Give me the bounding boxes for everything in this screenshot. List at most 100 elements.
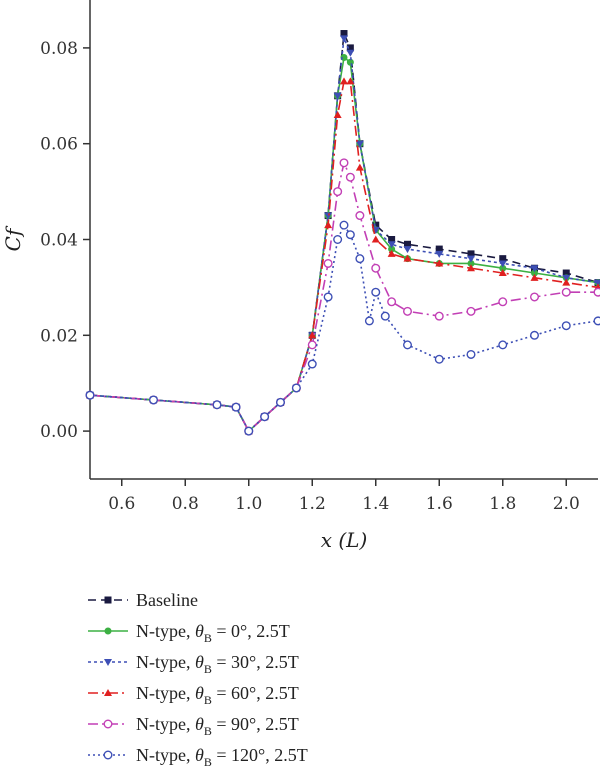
legend-item: Baseline xyxy=(88,590,198,610)
data-point xyxy=(85,390,95,400)
series-5 xyxy=(85,220,600,436)
data-point xyxy=(307,359,317,369)
data-point xyxy=(435,245,443,253)
y-tick-label: 0.04 xyxy=(40,231,78,251)
data-point xyxy=(593,287,600,297)
data-point xyxy=(561,287,571,297)
y-tick-label: 0.02 xyxy=(40,326,78,346)
data-point xyxy=(308,331,317,339)
data-point xyxy=(387,241,396,249)
data-point xyxy=(364,316,374,326)
data-point xyxy=(531,269,538,277)
data-point xyxy=(530,265,539,273)
axes-layer: 0.6 0.8 1.0 1.2 1.4 1.6 1.8 2.0 0.00 0.02 0.04 0.06… xyxy=(40,0,598,514)
data-point xyxy=(562,278,571,286)
legend-label-suffix: = 120°, 2.5T xyxy=(212,745,308,765)
data-point xyxy=(355,211,365,221)
data-point xyxy=(355,254,365,264)
data-point xyxy=(212,400,222,410)
data-point xyxy=(333,234,343,244)
data-point xyxy=(324,221,333,229)
data-point xyxy=(244,426,254,436)
data-point xyxy=(323,292,333,302)
legend-swatch-marker xyxy=(104,627,112,635)
data-point xyxy=(333,187,343,197)
data-point xyxy=(562,274,571,282)
series-layer xyxy=(85,30,600,436)
legend-label: N-type, θB = 90°, 2.5T xyxy=(136,714,299,738)
y-tick-label: 0.00 xyxy=(40,422,78,442)
legend-theta-subscript: B xyxy=(204,693,212,707)
data-point xyxy=(467,264,475,272)
data-point xyxy=(498,297,508,307)
legend-swatch-marker xyxy=(104,659,112,666)
data-point xyxy=(466,306,476,316)
series-line xyxy=(89,224,599,432)
data-point xyxy=(231,402,241,412)
legend-label-suffix: = 30°, 2.5T xyxy=(212,652,299,672)
data-point xyxy=(346,77,355,85)
data-point xyxy=(530,273,539,281)
data-point xyxy=(340,77,348,85)
legend-label-prefix: N-type, xyxy=(136,652,195,672)
legend-label-suffix: = 0°, 2.5T xyxy=(212,621,290,641)
data-point xyxy=(340,30,348,38)
data-point xyxy=(499,264,507,272)
x-tick-label: 1.8 xyxy=(489,494,516,514)
data-point xyxy=(340,35,348,43)
legend-label-prefix: N-type, xyxy=(136,714,195,734)
x-tick-label: 0.6 xyxy=(108,494,135,514)
data-point xyxy=(530,292,540,302)
data-point xyxy=(291,383,301,393)
x-tick-label: 0.8 xyxy=(172,494,199,514)
legend-theta-subscript: B xyxy=(204,631,212,645)
data-point xyxy=(466,349,476,359)
data-point xyxy=(434,311,444,321)
y-tick-label: 0.08 xyxy=(40,39,78,59)
data-point xyxy=(403,340,413,350)
data-point xyxy=(276,397,286,407)
legend-label-suffix: Baseline xyxy=(136,590,198,610)
legend-theta-symbol: θ xyxy=(195,621,204,641)
data-point xyxy=(339,220,349,230)
data-point xyxy=(148,395,158,405)
x-tick-label: 1.0 xyxy=(235,494,262,514)
data-point xyxy=(403,306,413,316)
data-point xyxy=(593,316,600,326)
data-point xyxy=(355,140,364,148)
data-point xyxy=(498,269,507,277)
legend-theta-subscript: B xyxy=(204,662,212,676)
data-point xyxy=(346,44,354,52)
data-point xyxy=(561,321,571,331)
legend-theta-symbol: θ xyxy=(195,683,204,703)
data-point xyxy=(467,255,475,263)
legend-swatch-marker xyxy=(104,689,112,696)
x-tick-label: 1.4 xyxy=(362,494,389,514)
data-point xyxy=(380,311,390,321)
legend-theta-subscript: B xyxy=(204,724,212,738)
data-point xyxy=(498,340,508,350)
data-point xyxy=(333,92,342,100)
data-point xyxy=(435,250,444,258)
legend-label-suffix: = 90°, 2.5T xyxy=(212,714,299,734)
data-point xyxy=(371,287,381,297)
legend-theta-symbol: θ xyxy=(195,714,204,734)
data-point xyxy=(371,263,381,273)
data-point xyxy=(434,354,444,364)
legend-theta-subscript: B xyxy=(204,755,212,766)
legend-swatch-marker xyxy=(103,750,113,760)
data-point xyxy=(387,249,396,257)
legend-item: N-type, θB = 60°, 2.5T xyxy=(88,683,299,707)
legend-label: N-type, θB = 120°, 2.5T xyxy=(136,745,308,766)
data-point xyxy=(403,246,412,254)
legend-item: N-type, θB = 30°, 2.5T xyxy=(88,652,299,676)
legend-swatch-marker xyxy=(104,596,112,604)
data-point xyxy=(435,259,444,267)
data-point xyxy=(346,49,355,57)
x-axis-title: x (L) xyxy=(321,528,368,552)
y-tick-label: 0.06 xyxy=(40,135,78,155)
legend-label: Baseline xyxy=(136,590,198,610)
